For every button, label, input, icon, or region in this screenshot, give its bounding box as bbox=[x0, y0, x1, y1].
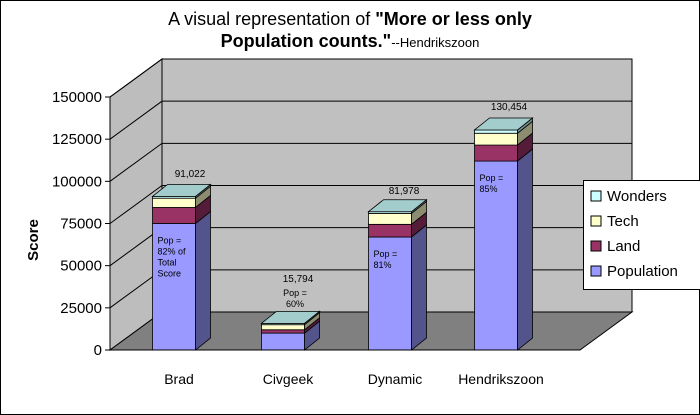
bar-segment-land bbox=[474, 132, 533, 162]
bar-top bbox=[260, 310, 321, 324]
y-tick-label: 125000 bbox=[52, 131, 102, 148]
y-axis-label: Score bbox=[25, 219, 42, 261]
y-tick-label: 50000 bbox=[60, 258, 102, 275]
data-label-total: 81,978 bbox=[389, 186, 420, 197]
annotation-pop-share: Pop = 82% of Total Score bbox=[158, 236, 187, 279]
data-label-total: 91,022 bbox=[175, 169, 206, 180]
x-tick-label: Dynamic bbox=[368, 371, 422, 387]
legend-label: Tech bbox=[607, 213, 639, 230]
annotation-pop-share: Pop = 85% bbox=[480, 173, 504, 194]
bar-segment-population bbox=[261, 320, 320, 351]
bar-front bbox=[261, 324, 305, 331]
legend-swatch bbox=[590, 215, 602, 227]
bar-segment-wonders bbox=[260, 310, 321, 326]
title-quote-a: "More or less only bbox=[375, 9, 532, 29]
bar-side bbox=[517, 148, 533, 351]
bar-segment-population bbox=[474, 148, 533, 351]
legend-label: Wonders bbox=[607, 188, 667, 205]
y-tick-label: 75000 bbox=[60, 216, 102, 233]
y-tick-label: 150000 bbox=[52, 89, 102, 106]
bar-front bbox=[152, 207, 196, 224]
x-tick-label: Hendrikszoon bbox=[458, 371, 544, 387]
bar-front bbox=[474, 129, 518, 134]
bar-segment-population bbox=[152, 210, 211, 351]
legend-item-wonders: Wonders bbox=[590, 188, 667, 205]
legend-item-land: Land bbox=[590, 238, 640, 255]
x-tick-label: Brad bbox=[164, 371, 194, 387]
bar-top bbox=[473, 117, 534, 131]
bar-front bbox=[474, 132, 518, 146]
data-label-total: 15,794 bbox=[283, 274, 314, 285]
title-lead: A visual representation of bbox=[168, 9, 376, 29]
bar-top bbox=[151, 184, 212, 197]
legend: Wonders Tech Land Population bbox=[583, 180, 700, 290]
data-label-total: 130,454 bbox=[491, 102, 528, 113]
gridline bbox=[109, 58, 632, 98]
title-attribution: --Hendrikszoon bbox=[391, 35, 480, 50]
bar-segment-wonders bbox=[367, 198, 428, 215]
legend-item-tech: Tech bbox=[590, 213, 639, 230]
y-tick-label: 25000 bbox=[60, 300, 102, 317]
gridline bbox=[109, 100, 632, 140]
legend-item-population: Population bbox=[590, 263, 678, 280]
x-tick-label: Civgeek bbox=[263, 371, 315, 387]
bar-segment-land bbox=[152, 194, 211, 225]
bar-segment-land bbox=[368, 211, 427, 238]
legend-swatch bbox=[590, 190, 602, 202]
legend-swatch bbox=[590, 265, 602, 277]
title-quote-b: Population counts." bbox=[220, 31, 392, 51]
bar-front bbox=[368, 223, 412, 238]
bar-top bbox=[367, 199, 428, 213]
bar-side bbox=[195, 210, 211, 351]
bar-segment-wonders bbox=[151, 183, 212, 200]
legend-label: Land bbox=[607, 238, 640, 255]
bar-front bbox=[261, 332, 305, 351]
bar-front bbox=[474, 144, 518, 162]
bar-segment-population bbox=[368, 224, 427, 351]
bar-side bbox=[411, 224, 427, 351]
annotation-pop-share: Pop = 60% bbox=[283, 288, 307, 309]
bar-front bbox=[368, 212, 412, 225]
annotation-pop-share: Pop = 81% bbox=[374, 249, 398, 270]
bar-segment-wonders bbox=[473, 117, 534, 135]
chart-title: A visual representation of "More or less… bbox=[0, 8, 700, 54]
bar-front bbox=[261, 329, 305, 334]
y-tick-label: 100000 bbox=[52, 173, 102, 190]
legend-swatch bbox=[590, 240, 602, 252]
legend-label: Population bbox=[607, 263, 678, 280]
y-tick-label: 0 bbox=[94, 342, 102, 359]
bar-front bbox=[152, 197, 196, 208]
